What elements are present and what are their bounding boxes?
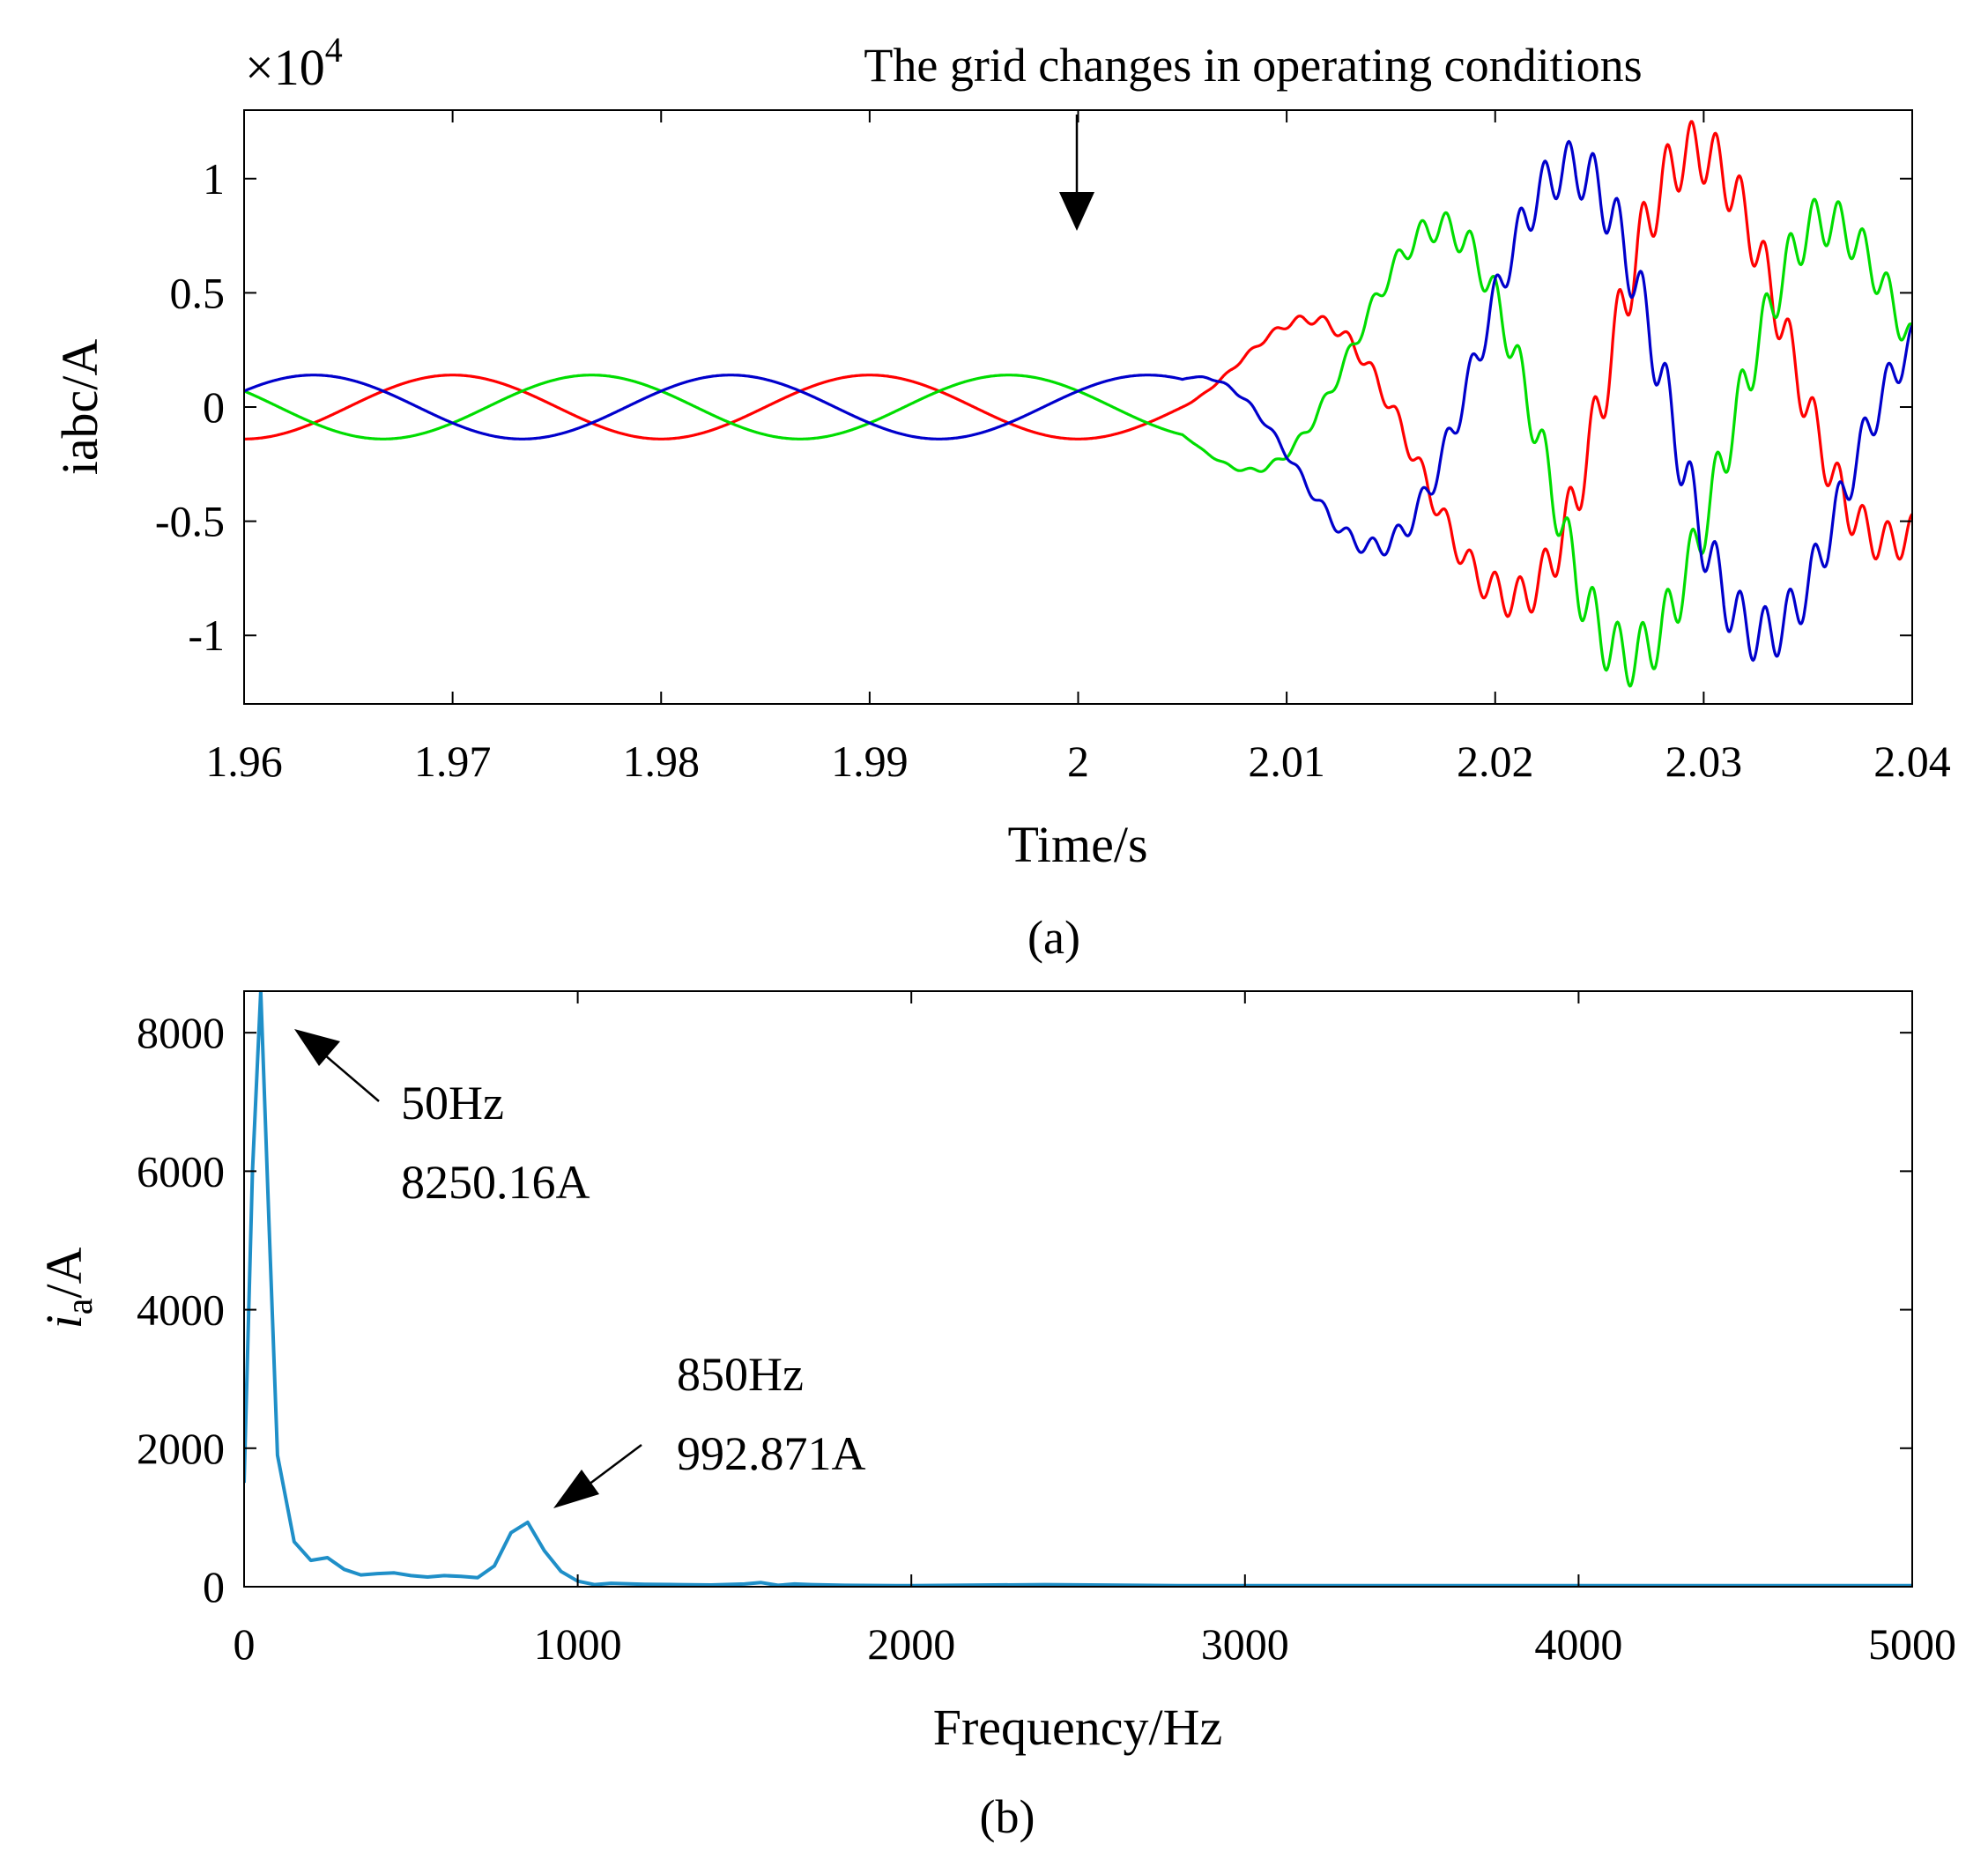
- a-y-axis-label: iabc/A: [51, 339, 108, 476]
- b-annotation-50hz-arrow-shaft: [323, 1054, 380, 1102]
- b-plot-frame: [243, 990, 1913, 1588]
- b-x-tick-label: 3000: [1201, 1619, 1289, 1669]
- b-annotation-50hz-line1: 50Hz: [401, 1077, 504, 1129]
- a-x-tick-label: 1.97: [414, 737, 492, 786]
- b-y-ticks: 0 2000 4000 6000 8000: [137, 1008, 1912, 1611]
- a-y-ticks: 1 0.5 0 -0.5 -1: [155, 154, 1912, 660]
- a-x-tick-label: 1.99: [831, 737, 909, 786]
- a-x-ticks: 1.96 1.97 1.98 1.99 2 2.01 2.02 2.03 2.04: [205, 110, 1951, 786]
- b-x-tick-label: 5000: [1868, 1619, 1956, 1669]
- b-annotation-850hz-line2: 992.871A: [677, 1427, 866, 1480]
- b-x-tick-label: 2000: [867, 1619, 955, 1669]
- b-annotation-50hz-line2: 8250.16A: [401, 1156, 590, 1209]
- b-x-tick-label: 4000: [1534, 1619, 1622, 1669]
- b-annotation-50hz: 50Hz 8250.16A: [294, 1029, 590, 1209]
- b-series-group: [244, 991, 1912, 1587]
- a-x-tick-label: 2.02: [1457, 737, 1534, 786]
- panel-a-time-domain: 1.96 1.97 1.98 1.99 2 2.01 2.02 2.03 2.04 1 0.5 0 -…: [51, 30, 1951, 964]
- b-x-axis-label: Frequency/Hz: [933, 1699, 1223, 1756]
- a-annotation-text: The grid changes in operating conditions: [864, 39, 1642, 92]
- a-caption: (a): [1027, 911, 1080, 964]
- a-x-tick-label: 2.03: [1665, 737, 1743, 786]
- b-y-axis-label: ia/A: [35, 1247, 100, 1329]
- a-y-tick-label: 0.5: [170, 268, 226, 317]
- b-y-tick-label: 6000: [137, 1146, 225, 1196]
- a-annotation-arrow-head: [1059, 192, 1094, 231]
- b-annotation-850hz-arrow-head: [553, 1470, 599, 1508]
- a-x-tick-label: 2.01: [1248, 737, 1325, 786]
- b-y-tick-label: 8000: [137, 1008, 225, 1057]
- a-x-tick-label: 1.98: [623, 737, 701, 786]
- a-series-line-ic: [244, 139, 1912, 663]
- b-spectrum-line: [244, 991, 1912, 1587]
- b-x-tick-label: 1000: [534, 1619, 622, 1669]
- a-y-tick-label: -0.5: [155, 497, 225, 546]
- a-series-line-ib: [244, 197, 1912, 688]
- a-x-tick-label: 2.04: [1873, 737, 1951, 786]
- b-annotation-850hz-line1: 850Hz: [677, 1348, 804, 1401]
- b-y-tick-label: 2000: [137, 1424, 225, 1473]
- b-annotation-50hz-arrow-head: [294, 1029, 340, 1066]
- a-x-tick-label: 1.96: [205, 737, 283, 786]
- a-x-axis-label: Time/s: [1007, 816, 1147, 873]
- a-x-tick-label: 2: [1067, 737, 1089, 786]
- b-x-tick-label: 0: [234, 1619, 256, 1669]
- a-series-group: [244, 120, 1912, 688]
- a-y-tick-label: -1: [188, 611, 225, 660]
- b-annotation-850hz: 850Hz 992.871A: [553, 1348, 866, 1508]
- a-y-tick-label: 1: [203, 154, 225, 204]
- b-y-tick-label: 4000: [137, 1285, 225, 1335]
- b-x-ticks: 0 1000 2000 3000 4000 5000: [234, 991, 1956, 1669]
- a-y-multiplier: ×104: [245, 30, 343, 96]
- b-annotation-850hz-arrow-shaft: [588, 1444, 642, 1485]
- a-y-tick-label: 0: [203, 382, 225, 432]
- b-y-tick-label: 0: [203, 1562, 225, 1611]
- b-caption: (b): [980, 1790, 1035, 1843]
- panel-b-spectrum: 0 1000 2000 3000 4000 5000 02000400060008000 …: [35, 990, 1956, 1843]
